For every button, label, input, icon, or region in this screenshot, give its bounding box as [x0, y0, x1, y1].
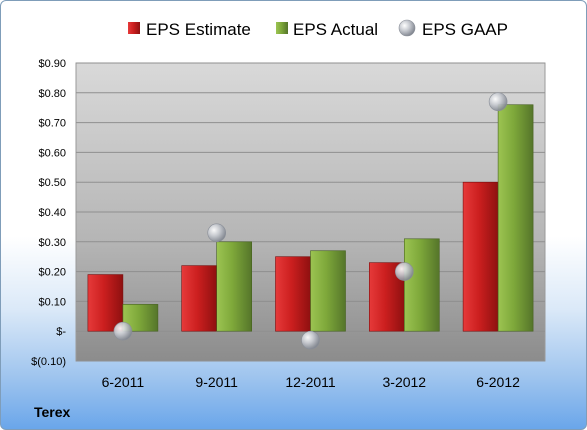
y-tick-label: $0.20 [38, 267, 66, 279]
x-category-label: 12-2011 [285, 374, 336, 390]
y-tick-label: $0.60 [38, 147, 66, 159]
y-tick-label: $0.10 [38, 296, 66, 308]
legend-item-gaap: EPS GAAP [398, 19, 508, 39]
company-label: Terex [34, 404, 71, 420]
marker-eps-gaap [207, 223, 226, 243]
marker-eps-gaap [394, 262, 414, 281]
legend-label-estimate: EPS Estimate [146, 20, 251, 39]
bar-eps-actual [497, 104, 534, 332]
legend-label-actual: EPS Actual [293, 20, 378, 39]
gaap-markers [113, 92, 508, 350]
bars [87, 104, 534, 332]
y-tick-label: $0.50 [38, 177, 66, 189]
legend-item-actual: EPS Actual [276, 20, 378, 39]
y-tick-label: $- [56, 326, 66, 338]
x-category-label: 6-2012 [476, 374, 520, 390]
legend-swatch-gaap [398, 19, 416, 37]
bar-eps-estimate [275, 256, 311, 332]
x-category-label: 6-2011 [102, 374, 145, 390]
x-category-label: 9-2011 [195, 374, 238, 390]
y-tick-label: $0.80 [38, 88, 66, 100]
bar-eps-actual [310, 250, 346, 332]
marker-eps-gaap [488, 92, 508, 112]
legend: EPS Estimate EPS Actual EPS GAAP [128, 19, 508, 39]
y-tick-label: $0.70 [38, 118, 66, 130]
marker-eps-gaap [301, 330, 320, 350]
legend-item-estimate: EPS Estimate [128, 20, 251, 39]
legend-swatch-actual [276, 22, 288, 34]
legend-swatch-estimate [128, 22, 140, 34]
bar-eps-actual [216, 241, 252, 332]
y-tick-label: $(0.10) [31, 356, 66, 368]
bar-eps-estimate [462, 181, 499, 332]
y-tick-label: $0.90 [38, 58, 66, 70]
y-tick-label: $0.40 [38, 207, 66, 219]
y-axis-ticks: $0.90 $0.80 $0.70 $0.60 $0.50 $0.40 $0.30 $0.20… [31, 58, 66, 368]
bar-eps-actual [403, 238, 440, 332]
bar-eps-estimate [181, 265, 217, 332]
bar-eps-estimate [87, 274, 124, 332]
x-category-label: 3-2012 [383, 374, 427, 390]
y-tick-label: $0.30 [38, 237, 66, 249]
legend-label-gaap: EPS GAAP [422, 20, 508, 39]
marker-eps-gaap [113, 321, 133, 341]
x-axis-categories: 6-2011 9-2011 12-2011 3-2012 6-2012 [102, 374, 520, 390]
